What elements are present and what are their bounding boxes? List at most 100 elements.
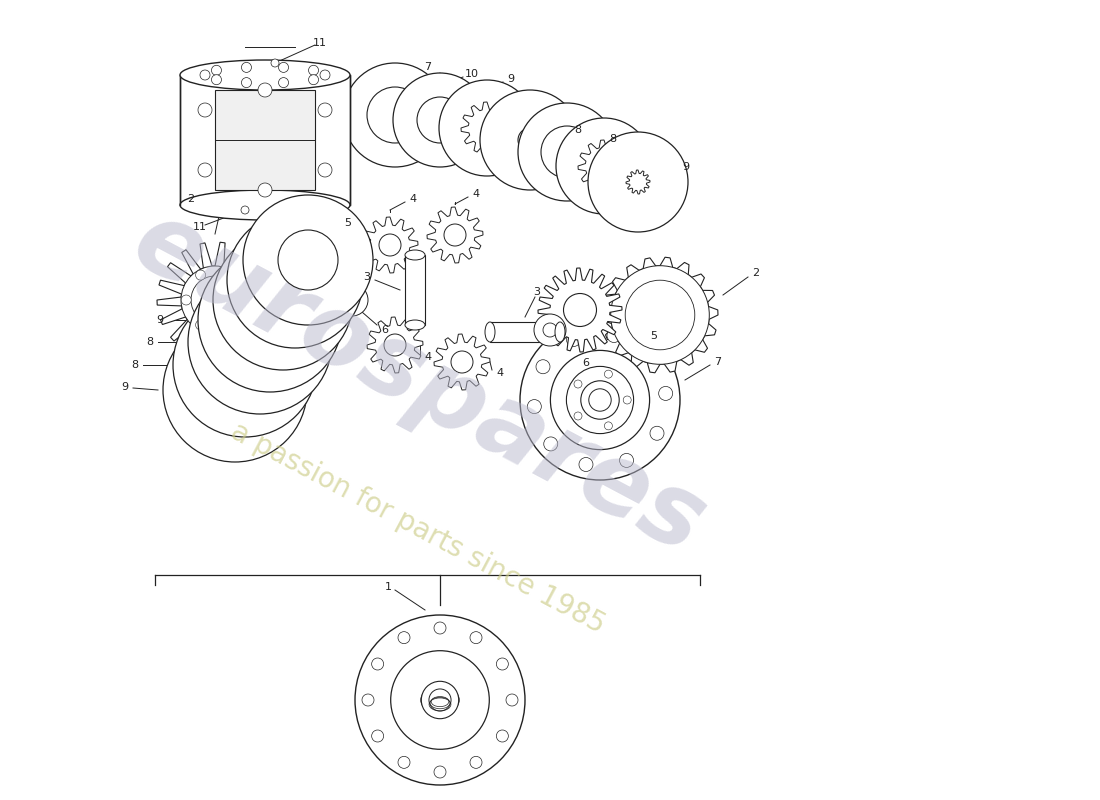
Text: eurospares: eurospares — [116, 193, 720, 575]
Circle shape — [604, 422, 613, 430]
Circle shape — [642, 349, 657, 363]
Circle shape — [536, 360, 550, 374]
Circle shape — [196, 320, 206, 330]
Circle shape — [588, 132, 688, 232]
Text: a passion for parts since 1985: a passion for parts since 1985 — [227, 417, 609, 639]
Circle shape — [470, 756, 482, 768]
Circle shape — [200, 70, 210, 80]
Circle shape — [211, 74, 221, 85]
Text: 6: 6 — [583, 358, 590, 368]
Circle shape — [451, 351, 473, 373]
Circle shape — [543, 323, 557, 337]
Text: 4: 4 — [496, 368, 504, 378]
Polygon shape — [197, 352, 273, 428]
Circle shape — [271, 59, 279, 67]
Circle shape — [518, 103, 616, 201]
Circle shape — [581, 381, 619, 419]
Text: 11: 11 — [192, 222, 207, 232]
Circle shape — [239, 295, 249, 305]
Circle shape — [372, 658, 384, 670]
Text: 8: 8 — [574, 125, 582, 135]
Circle shape — [563, 294, 596, 326]
Polygon shape — [367, 317, 424, 373]
Circle shape — [196, 282, 233, 318]
Circle shape — [224, 320, 234, 330]
Circle shape — [198, 163, 212, 177]
Circle shape — [198, 103, 212, 117]
Circle shape — [258, 83, 272, 97]
Polygon shape — [602, 258, 718, 373]
Circle shape — [260, 245, 330, 315]
Text: 11: 11 — [314, 38, 327, 48]
Circle shape — [182, 295, 191, 305]
Circle shape — [224, 270, 234, 280]
Circle shape — [659, 386, 673, 401]
Text: 2: 2 — [187, 194, 195, 204]
Circle shape — [188, 270, 332, 414]
Circle shape — [421, 682, 459, 718]
Circle shape — [434, 622, 446, 634]
Text: 7: 7 — [425, 62, 431, 72]
Text: 10: 10 — [465, 69, 478, 79]
Ellipse shape — [556, 322, 565, 342]
Circle shape — [470, 632, 482, 644]
Circle shape — [362, 694, 374, 706]
Circle shape — [207, 327, 283, 403]
Circle shape — [434, 766, 446, 778]
Text: 4: 4 — [409, 194, 417, 204]
Circle shape — [398, 756, 410, 768]
Circle shape — [211, 66, 221, 75]
Circle shape — [308, 74, 319, 85]
Circle shape — [367, 87, 424, 143]
Circle shape — [196, 270, 206, 280]
Text: 1: 1 — [385, 582, 392, 592]
Circle shape — [372, 730, 384, 742]
Circle shape — [242, 78, 252, 88]
Circle shape — [610, 266, 710, 364]
Circle shape — [607, 329, 621, 342]
Ellipse shape — [421, 686, 459, 714]
Circle shape — [336, 284, 368, 316]
Ellipse shape — [405, 250, 425, 260]
Circle shape — [619, 454, 634, 467]
Ellipse shape — [180, 60, 350, 90]
Circle shape — [574, 380, 582, 388]
Circle shape — [625, 280, 695, 350]
Circle shape — [258, 183, 272, 197]
Polygon shape — [362, 217, 418, 273]
Text: 2: 2 — [752, 268, 760, 278]
Text: 5: 5 — [650, 331, 658, 341]
Circle shape — [243, 195, 373, 325]
Circle shape — [398, 632, 410, 644]
Circle shape — [163, 318, 307, 462]
Circle shape — [182, 266, 249, 334]
Circle shape — [343, 63, 447, 167]
Text: 8: 8 — [609, 134, 617, 144]
Circle shape — [566, 366, 634, 434]
Circle shape — [213, 230, 353, 370]
Circle shape — [308, 66, 319, 75]
Bar — [490, 322, 560, 342]
Circle shape — [556, 118, 652, 214]
Text: 3: 3 — [363, 272, 371, 282]
Polygon shape — [434, 334, 490, 390]
Polygon shape — [278, 248, 362, 332]
Polygon shape — [157, 242, 273, 358]
Circle shape — [566, 333, 581, 346]
Ellipse shape — [180, 190, 350, 220]
Circle shape — [480, 90, 580, 190]
Text: 9: 9 — [156, 315, 164, 325]
Circle shape — [191, 276, 239, 324]
Polygon shape — [578, 140, 630, 192]
Ellipse shape — [405, 320, 425, 330]
Text: 5: 5 — [344, 218, 352, 228]
Text: 3: 3 — [534, 287, 540, 297]
Circle shape — [173, 293, 317, 437]
Circle shape — [632, 288, 688, 342]
Circle shape — [355, 615, 525, 785]
Text: 9: 9 — [121, 382, 129, 392]
Circle shape — [444, 224, 466, 246]
Circle shape — [496, 658, 508, 670]
Bar — [214, 90, 315, 190]
Circle shape — [241, 206, 249, 214]
